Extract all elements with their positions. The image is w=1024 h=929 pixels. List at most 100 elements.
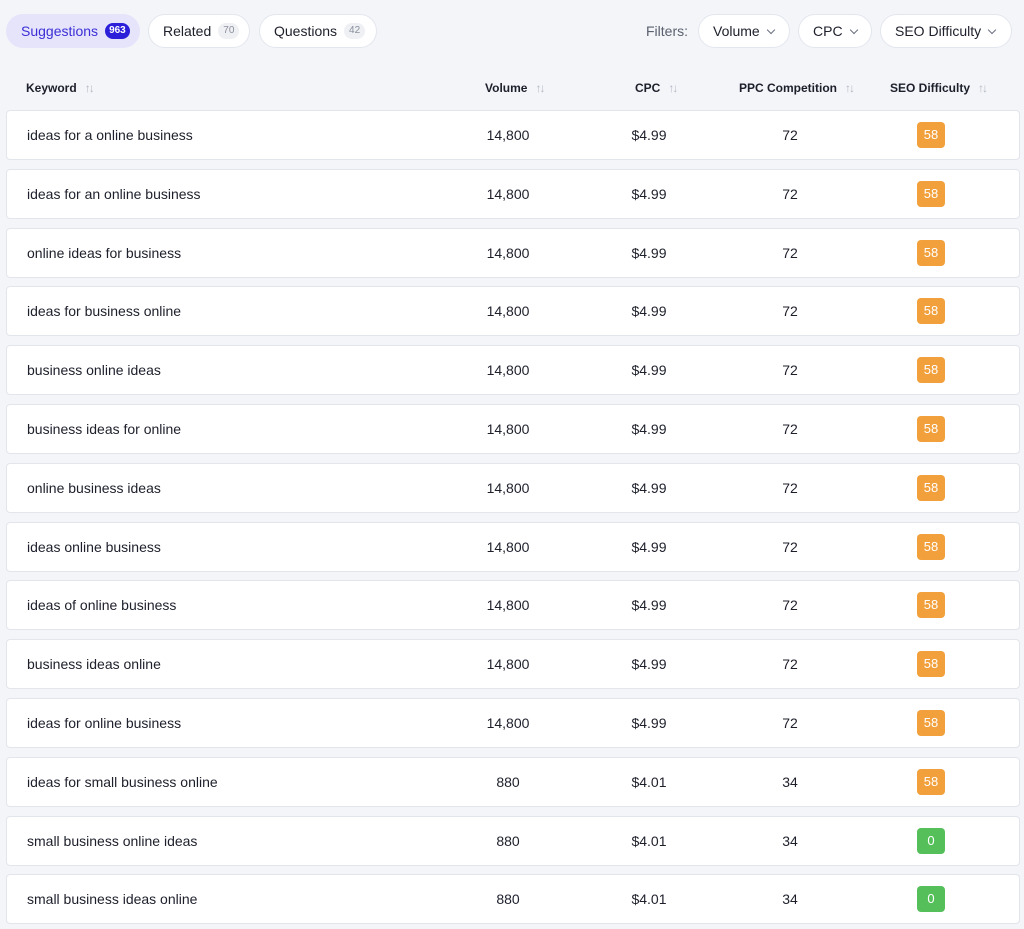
ppc-competition-cell: 34 [782,891,798,907]
cpc-cell: $4.99 [631,421,667,437]
ppc-competition-cell: 72 [782,656,798,672]
cpc-cell: $4.99 [631,539,667,555]
table-row[interactable]: ideas for a online business 14,800 $4.99 72… [6,110,1020,160]
chevron-down-icon [766,25,775,34]
seo-difficulty-badge: 58 [917,122,945,148]
table-row[interactable]: ideas of online business 14,800 $4.99 72 58 [6,580,1020,630]
keyword-cell: online ideas for business [27,245,182,261]
tab-label: Related [163,23,212,39]
keyword-cell: business ideas for online [27,421,182,437]
seo-difficulty-cell: 0 [903,817,959,865]
seo-difficulty-cell: 58 [903,699,959,747]
cpc-cell: $4.99 [631,245,667,261]
keyword-cell: business ideas online [27,656,161,672]
tab-count-badge: 70 [218,23,240,39]
keyword-cell: ideas for small business online [27,774,218,790]
table-row[interactable]: small business online ideas 880 $4.01 34 0 [6,816,1020,866]
cpc-cell: $4.99 [631,715,667,731]
sort-icon: ↑↓ [845,81,855,95]
top-bar: Suggestions 963 Related 70 Questions 42 … [0,14,1024,48]
table-row[interactable]: ideas for business online 14,800 $4.99 72 58 [6,286,1020,336]
volume-cell: 14,800 [486,715,530,731]
keyword-cell: ideas for an online business [27,186,201,202]
filter-seo-difficulty-dropdown[interactable]: SEO Difficulty [880,14,1012,48]
chevron-down-icon [849,25,858,34]
tab-questions[interactable]: Questions 42 [259,14,377,48]
seo-difficulty-badge: 58 [917,181,945,207]
table-row[interactable]: ideas for online business 14,800 $4.99 72 58 [6,698,1020,748]
cpc-cell: $4.01 [631,774,667,790]
tab-label: Questions [274,23,338,39]
sort-icon: ↑↓ [84,81,95,95]
cpc-cell: $4.99 [631,597,667,613]
cpc-cell: $4.99 [631,127,667,143]
filter-volume-dropdown[interactable]: Volume [698,14,790,48]
volume-cell: 14,800 [486,303,530,319]
ppc-competition-cell: 72 [782,480,798,496]
cpc-cell: $4.99 [631,362,667,378]
seo-difficulty-badge: 58 [917,710,945,736]
seo-difficulty-badge: 0 [917,828,945,854]
table-row[interactable]: ideas online business 14,800 $4.99 72 58 [6,522,1020,572]
filter-label: CPC [813,23,843,39]
keyword-cell: ideas for business online [27,303,182,319]
seo-difficulty-cell: 58 [903,170,959,218]
column-header-seo-difficulty[interactable]: SEO Difficulty ↑↓ [890,72,988,104]
seo-difficulty-cell: 58 [903,758,959,806]
keyword-cell: ideas online business [27,539,161,555]
column-header-keyword[interactable]: Keyword ↑↓ [26,72,95,104]
column-header-cpc[interactable]: CPC ↑↓ [635,72,678,104]
ppc-competition-cell: 72 [782,362,798,378]
seo-difficulty-cell: 58 [903,640,959,688]
sort-icon: ↑↓ [978,81,988,95]
keyword-cell: online business ideas [27,480,161,496]
chevron-down-icon [987,25,997,34]
seo-difficulty-badge: 58 [917,534,945,560]
tab-label: Suggestions [21,23,99,39]
cpc-cell: $4.99 [631,656,667,672]
ppc-competition-cell: 72 [782,597,798,613]
seo-difficulty-badge: 58 [917,240,945,266]
column-header-label: Keyword [26,81,77,95]
table-row[interactable]: small business ideas online 880 $4.01 34 0 [6,874,1020,924]
cpc-cell: $4.01 [631,833,667,849]
ppc-competition-cell: 72 [782,303,798,319]
column-header-volume[interactable]: Volume ↑↓ [485,72,545,104]
seo-difficulty-cell: 0 [903,875,959,923]
seo-difficulty-badge: 58 [917,357,945,383]
seo-difficulty-cell: 58 [903,523,959,571]
ppc-competition-cell: 72 [782,186,798,202]
column-header-label: SEO Difficulty [890,81,971,95]
volume-cell: 14,800 [486,480,530,496]
ppc-competition-cell: 72 [782,421,798,437]
volume-cell: 880 [496,774,520,790]
column-header-label: PPC Competition [739,81,837,95]
ppc-competition-cell: 72 [782,715,798,731]
cpc-cell: $4.99 [631,480,667,496]
table-row[interactable]: ideas for small business online 880 $4.01 3… [6,757,1020,807]
table-row[interactable]: business ideas for online 14,800 $4.99 72 58 [6,404,1020,454]
cpc-cell: $4.99 [631,186,667,202]
cpc-cell: $4.01 [631,891,667,907]
table-row[interactable]: business online ideas 14,800 $4.99 72 58 [6,345,1020,395]
ppc-competition-cell: 34 [782,774,798,790]
ppc-competition-cell: 72 [782,127,798,143]
tab-suggestions[interactable]: Suggestions 963 [6,14,140,48]
seo-difficulty-cell: 58 [903,464,959,512]
column-header-ppc-competition[interactable]: PPC Competition ↑↓ [739,72,855,104]
sort-icon: ↑↓ [668,81,678,95]
volume-cell: 14,800 [486,597,530,613]
table-row[interactable]: ideas for an online business 14,800 $4.99 7… [6,169,1020,219]
table-row[interactable]: business ideas online 14,800 $4.99 72 58 [6,639,1020,689]
table-row[interactable]: online business ideas 14,800 $4.99 72 58 [6,463,1020,513]
volume-cell: 14,800 [486,127,530,143]
filter-cpc-dropdown[interactable]: CPC [798,14,872,48]
keyword-cell: ideas for online business [27,715,182,731]
tab-related[interactable]: Related 70 [148,14,250,48]
table-header: Keyword ↑↓ Volume ↑↓ CPC ↑↓ PPC Competit… [0,72,1024,104]
keyword-cell: ideas of online business [27,597,177,613]
seo-difficulty-badge: 58 [917,769,945,795]
volume-cell: 14,800 [486,186,530,202]
table-row[interactable]: online ideas for business 14,800 $4.99 72 58 [6,228,1020,278]
seo-difficulty-badge: 58 [917,416,945,442]
